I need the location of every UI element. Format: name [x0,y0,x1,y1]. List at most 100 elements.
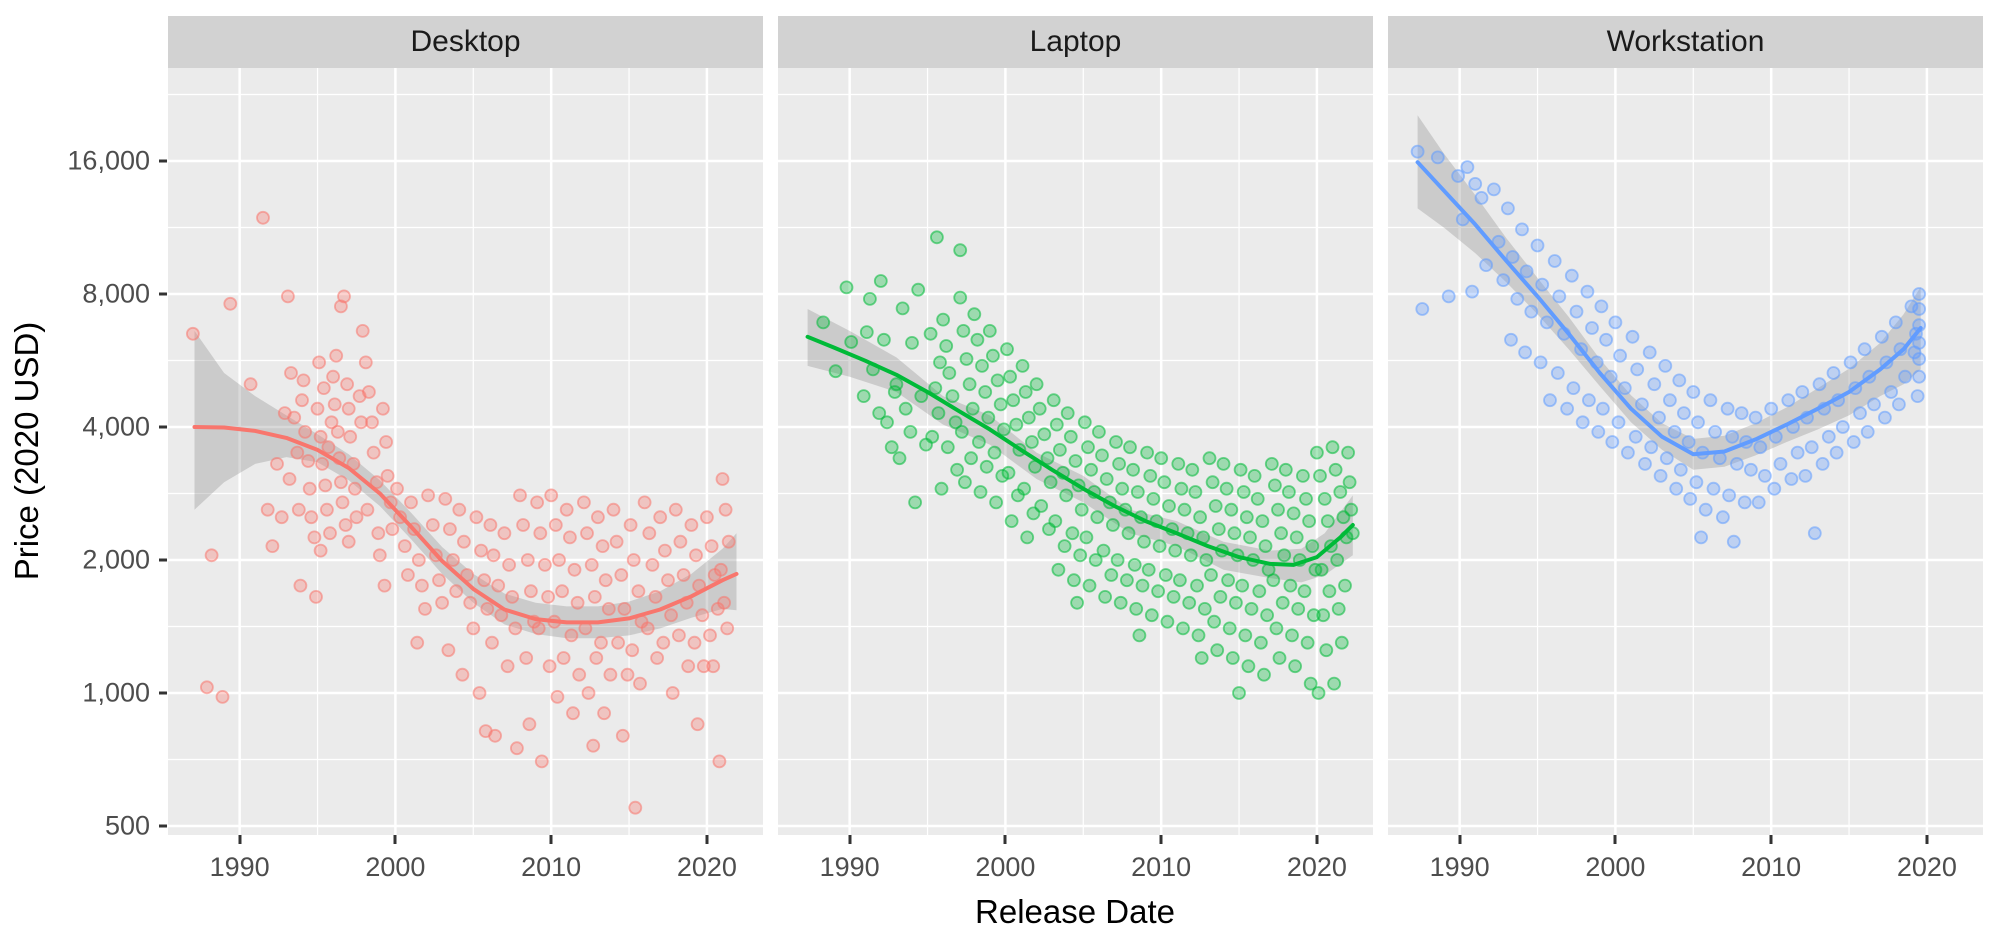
data-point [1468,177,1483,191]
data-point [1773,456,1788,471]
x-tick-mark [1458,835,1462,844]
y-tick-mark [159,159,167,163]
data-point [1319,643,1334,658]
data-point [1912,352,1926,366]
data-point [1095,448,1109,463]
data-point [1119,573,1134,588]
data-point [1715,510,1730,525]
data-point [319,502,334,517]
data-point [1238,628,1253,643]
data-point [1112,456,1127,471]
data-point [1104,568,1119,582]
data-point [1691,415,1705,430]
data-point [645,557,660,572]
data-point [717,595,731,610]
data-point [522,717,537,732]
data-point [1305,539,1320,554]
data-point [1673,462,1688,477]
data-point [1316,608,1331,623]
data-point [1569,304,1584,319]
data-point [990,373,1005,388]
data-point [562,530,577,545]
panel-laptop [778,68,1373,835]
data-point [566,706,580,721]
data-point [1530,238,1545,253]
data-point [361,385,376,399]
data-point [1460,160,1475,174]
data-point [628,800,643,815]
data-point [631,584,646,599]
data-point [671,628,686,643]
data-point [1734,406,1749,421]
x-tick-label: 2010 [521,852,582,882]
data-point [1547,254,1562,268]
data-point [1297,584,1312,599]
data-point [1330,553,1345,567]
data-point [1465,284,1479,299]
data-point [1912,369,1926,384]
data-point [611,635,626,650]
data-point [898,401,913,416]
data-point [1060,406,1075,421]
data-point [1285,628,1299,643]
data-point [689,548,703,563]
data-point [397,539,412,554]
data-point [449,584,464,599]
data-point [463,595,478,610]
data-point [720,621,735,636]
data-point [1224,502,1239,517]
y-tick-mark [159,558,167,562]
x-tick-label: 2010 [1131,852,1192,882]
data-point [1004,514,1019,529]
data-point [375,401,390,416]
data-point [215,690,230,704]
data-point [594,635,608,650]
data-point [1912,287,1926,301]
data-point [1564,268,1579,283]
data-point [1829,445,1844,460]
data-point [1144,608,1159,623]
data-point [1291,602,1306,616]
x-tick-label: 2020 [676,852,737,882]
data-point [1172,573,1187,588]
data-point [477,573,492,588]
data-point [1575,415,1590,430]
data-point [965,401,980,416]
data-point [1194,651,1209,665]
panel-background [168,68,763,835]
data-point [1543,393,1557,408]
x-tick-mark [1159,835,1163,844]
data-point [933,355,947,370]
data-point [1219,481,1234,496]
data-point [1063,429,1078,444]
data-point [452,502,467,517]
data-point [1109,435,1123,449]
data-point [243,377,258,392]
data-point [1183,548,1198,563]
data-point [1176,621,1190,636]
data-point [502,557,517,572]
data-point [625,643,640,658]
data-point [873,274,888,288]
data-point [1088,553,1103,567]
data-point [1313,468,1327,483]
data-point [880,415,894,430]
data-point [1278,462,1293,477]
data-point [1694,530,1709,545]
data-point [1068,454,1083,468]
data-point [929,230,944,245]
data-point [1317,491,1332,506]
data-point [950,462,965,477]
data-point [1272,651,1287,665]
y-tick-mark [159,824,167,828]
data-point [223,296,238,311]
data-point [673,534,688,549]
data-point [340,377,355,392]
data-point [1698,502,1713,517]
data-point [298,424,313,439]
data-point [959,352,974,366]
data-point [570,595,585,610]
data-point [971,435,986,449]
data-point [1252,584,1267,599]
data-point [1143,468,1158,483]
